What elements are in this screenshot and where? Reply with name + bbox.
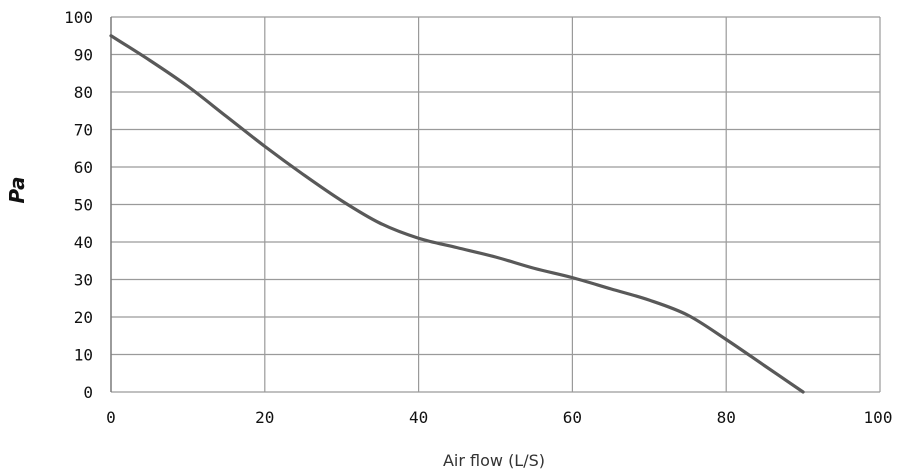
x-tick-label: 60	[563, 408, 582, 427]
x-tick-label: 20	[255, 408, 274, 427]
x-tick-label: 40	[409, 408, 428, 427]
y-tick-label: 60	[74, 158, 93, 177]
x-axis-title: Air flow (L/S)	[443, 451, 545, 470]
x-tick-labels: 0 20 40 60 80 100	[106, 408, 892, 427]
x-tick-label: 0	[106, 408, 116, 427]
grid	[110, 16, 881, 393]
series-layer	[109, 34, 805, 394]
y-axis-title: Pa	[5, 177, 29, 204]
y-tick-label: 30	[74, 271, 93, 290]
y-tick-label: 0	[83, 383, 93, 402]
y-tick-labels: 0 10 20 30 40 50 60 70 80 90 100	[64, 8, 93, 402]
y-tick-label: 10	[74, 346, 93, 365]
y-tick-label: 50	[74, 196, 93, 215]
y-tick-label: 90	[74, 46, 93, 65]
x-tick-label: 100	[864, 408, 893, 427]
series-line	[109, 34, 805, 394]
y-tick-label: 20	[74, 308, 93, 327]
y-tick-label: 100	[64, 8, 93, 27]
y-tick-label: 40	[74, 233, 93, 252]
x-tick-label: 80	[717, 408, 736, 427]
y-tick-label: 70	[74, 121, 93, 140]
y-tick-label: 80	[74, 83, 93, 102]
